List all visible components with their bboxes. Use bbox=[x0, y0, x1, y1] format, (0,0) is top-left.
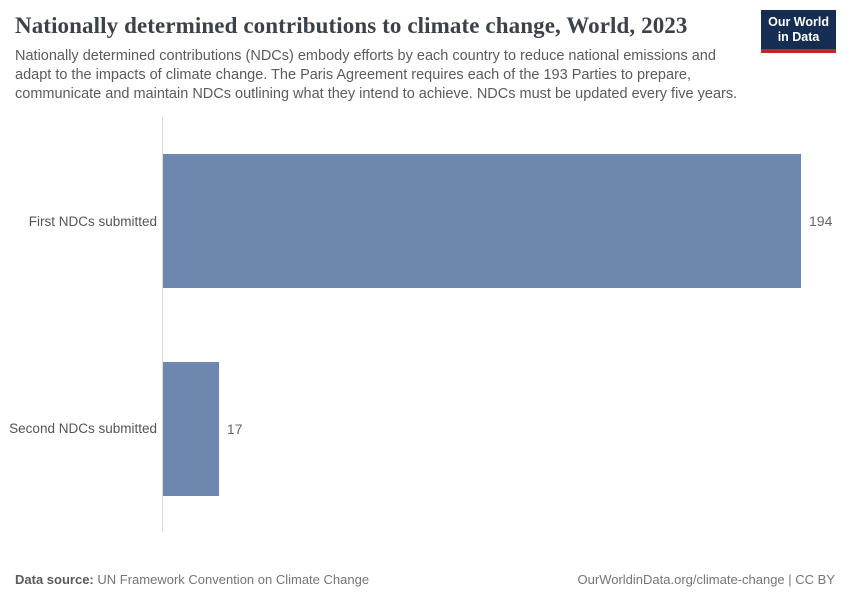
bar-area: 17 bbox=[163, 361, 850, 496]
owid-logo[interactable]: Our World in Data bbox=[761, 10, 836, 53]
category-label: Second NDCs submitted bbox=[9, 421, 157, 437]
value-label: 194 bbox=[809, 213, 833, 230]
bar-chart: First NDCs submitted 194 Second NDCs sub… bbox=[0, 117, 850, 533]
credit-link[interactable]: OurWorldinData.org/climate-change | CC B… bbox=[577, 572, 835, 587]
bar-area: 194 bbox=[163, 154, 850, 289]
datasource-line: Data source: UN Framework Convention on … bbox=[15, 572, 369, 587]
owid-logo-line2: in Data bbox=[777, 30, 820, 44]
bar-second-ndcs bbox=[163, 361, 219, 496]
bar-row-second-ndcs: Second NDCs submitted 17 bbox=[0, 325, 850, 533]
chart-subtitle: Nationally determined contributions (NDC… bbox=[15, 47, 738, 103]
value-label: 17 bbox=[226, 420, 243, 437]
datasource-value: UN Framework Convention on Climate Chang… bbox=[97, 572, 370, 587]
owid-logo-line1: Our World bbox=[768, 15, 829, 29]
bar-first-ndcs bbox=[163, 154, 801, 289]
y-axis-line bbox=[162, 117, 163, 533]
bar-row-first-ndcs: First NDCs submitted 194 bbox=[0, 117, 850, 325]
datasource-label: Data source: bbox=[15, 572, 94, 587]
chart-footer: Data source: UN Framework Convention on … bbox=[15, 572, 835, 587]
chart-header: Nationally determined contributions to c… bbox=[0, 0, 850, 104]
page-title: Nationally determined contributions to c… bbox=[15, 13, 688, 38]
category-label: First NDCs submitted bbox=[28, 213, 157, 229]
